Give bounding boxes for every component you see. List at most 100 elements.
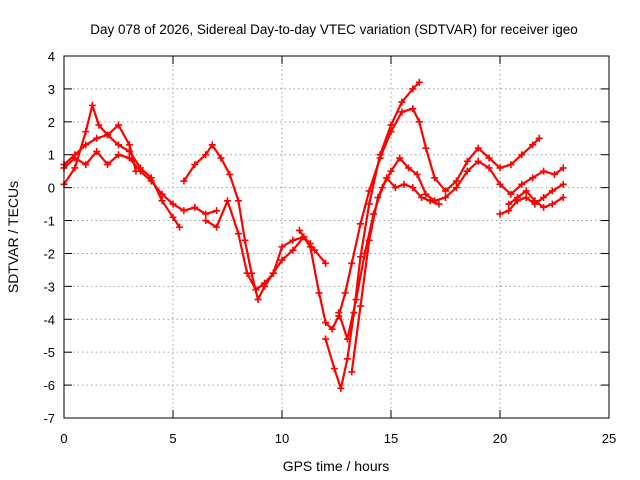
grid — [64, 56, 609, 418]
data-point — [409, 105, 417, 113]
data-point — [387, 167, 395, 175]
data-point — [234, 197, 242, 205]
axis-ticks: -7 -6 -5 -4 -3 -2 -1 0 1 2 3 4 0 5 10 15 20 25 — [43, 49, 616, 446]
data-point — [71, 164, 79, 172]
data-point — [452, 177, 460, 185]
series-layer — [60, 78, 567, 392]
data-point — [115, 151, 122, 159]
data-point — [213, 207, 221, 215]
data-point — [311, 246, 319, 254]
data-point — [261, 279, 269, 287]
data-point — [82, 128, 90, 136]
data-point — [442, 187, 449, 195]
plot-frame — [63, 55, 610, 419]
data-point — [540, 167, 548, 175]
data-point — [82, 161, 90, 169]
series-line — [62, 150, 218, 216]
data-point — [322, 335, 330, 343]
data-point — [513, 194, 521, 202]
x-tick-label: 15 — [384, 431, 398, 446]
data-point — [335, 309, 343, 317]
series-sat-h — [335, 154, 567, 343]
data-point — [202, 217, 210, 225]
data-point — [356, 253, 364, 261]
x-tick-label: 5 — [169, 431, 176, 446]
data-point — [376, 151, 384, 159]
data-point — [356, 220, 364, 228]
data-point — [241, 236, 249, 244]
y-tick-label: 4 — [48, 49, 55, 64]
data-point — [426, 197, 434, 205]
data-point — [507, 190, 515, 198]
series-line — [498, 183, 565, 216]
data-point — [374, 194, 382, 202]
data-point — [322, 319, 330, 327]
data-point — [400, 180, 408, 188]
data-point — [202, 210, 210, 218]
chart-title: Day 078 of 2026, Sidereal Day-to-day VTE… — [90, 22, 577, 37]
data-point — [442, 194, 449, 202]
data-point — [289, 236, 297, 244]
data-point — [269, 269, 277, 277]
data-point — [559, 180, 567, 188]
data-point — [413, 170, 421, 178]
y-tick-label: 1 — [48, 148, 55, 163]
data-point — [243, 269, 251, 277]
data-point — [125, 154, 133, 162]
data-point — [518, 151, 526, 159]
x-tick-label: 25 — [602, 431, 616, 446]
y-tick-label: 0 — [48, 181, 55, 196]
data-point — [391, 184, 399, 192]
data-point — [217, 154, 225, 162]
data-point — [328, 325, 336, 333]
data-point — [180, 207, 188, 215]
data-point — [115, 121, 122, 129]
data-point — [559, 164, 567, 172]
data-point — [531, 197, 539, 205]
y-tick-label: -6 — [43, 378, 55, 393]
data-point — [82, 141, 90, 149]
data-point — [422, 190, 430, 198]
data-point — [104, 161, 112, 169]
data-point — [522, 187, 530, 195]
data-point — [356, 302, 364, 310]
data-point — [415, 118, 423, 126]
data-point — [387, 121, 395, 129]
data-point — [88, 101, 96, 109]
data-point — [431, 174, 439, 182]
data-point — [306, 243, 314, 251]
data-point — [278, 243, 286, 251]
data-point — [226, 170, 234, 178]
data-point — [529, 174, 537, 182]
series-sat-i — [348, 174, 443, 376]
data-point — [496, 180, 504, 188]
data-point — [383, 174, 391, 182]
data-point — [352, 296, 360, 304]
data-point — [95, 121, 103, 129]
y-tick-label: 2 — [48, 115, 55, 130]
y-tick-label: -1 — [43, 214, 55, 229]
y-tick-label: -2 — [43, 246, 55, 261]
data-point — [452, 184, 460, 192]
data-point — [522, 194, 530, 202]
data-point — [505, 200, 513, 208]
data-point — [93, 134, 101, 142]
data-point — [169, 200, 177, 208]
data-point — [422, 144, 430, 152]
data-point — [474, 157, 482, 165]
series-sat-g — [322, 78, 423, 392]
data-point — [409, 184, 417, 192]
data-point — [348, 259, 356, 267]
data-point — [104, 131, 112, 139]
data-point — [507, 161, 515, 169]
series-sat-c — [60, 147, 221, 218]
data-point — [341, 289, 349, 297]
series-line — [298, 107, 541, 331]
data-point — [505, 207, 513, 215]
data-point — [548, 187, 556, 195]
data-point — [147, 177, 155, 185]
data-point — [224, 197, 231, 205]
data-point — [474, 144, 482, 152]
series-sat-j — [496, 180, 567, 218]
data-point — [278, 256, 286, 264]
